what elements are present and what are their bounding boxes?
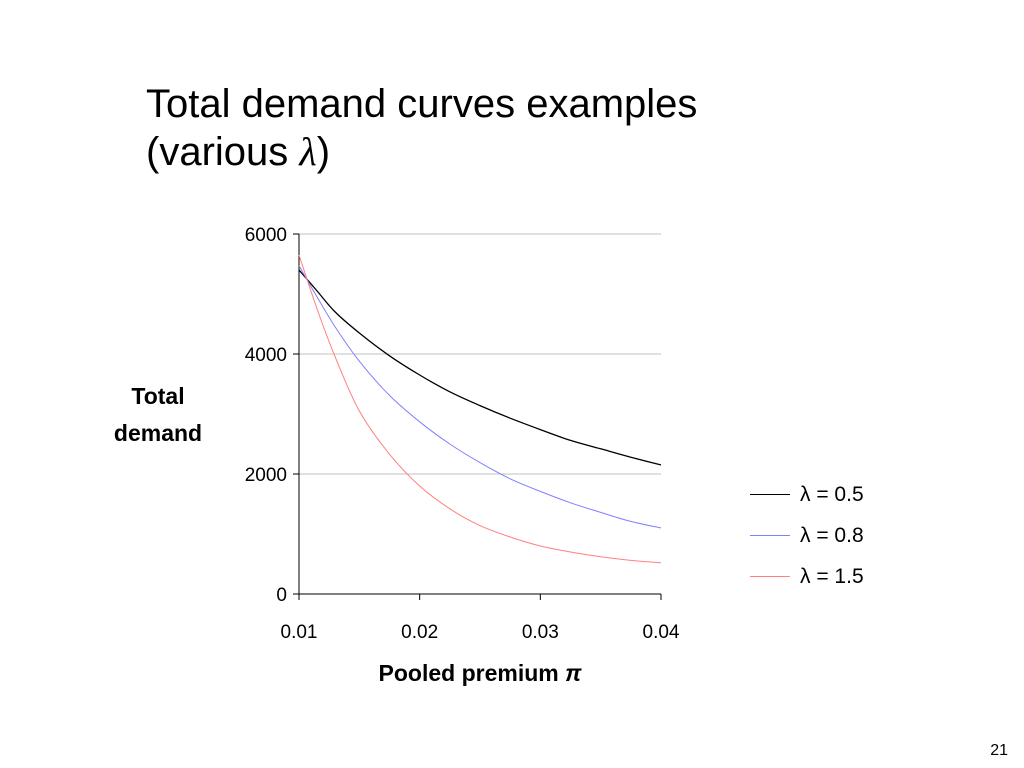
x-tick-label-0.03: 0.03: [522, 622, 559, 643]
chart-gridlines: [299, 233, 661, 475]
legend-label-lambda-0-5: λ = 0.5: [800, 482, 864, 506]
x-tick-label-0.04: 0.04: [643, 622, 680, 643]
x-tick-label-0.01: 0.01: [281, 622, 318, 643]
x-axis-title: Pooled premium π: [300, 660, 660, 687]
legend-swatch-lambda-1-5: [750, 576, 790, 577]
y-axis-title-line-1: Total: [131, 383, 185, 409]
y-axis-title: Total demand: [96, 378, 220, 452]
chart-series: [298, 254, 662, 564]
title-line-1: Total demand curves examples: [146, 82, 698, 126]
page-number: 21: [990, 742, 1008, 759]
y-tick-label-4000: 4000: [245, 345, 287, 366]
legend-item-lambda-0-5: λ = 0.5: [750, 474, 910, 515]
series-line-lambda-1-5: [298, 254, 662, 564]
slide-title: Total demand curves examples (various λ): [146, 80, 966, 176]
title-lambda-symbol: λ: [299, 129, 317, 174]
y-tick-label-2000: 2000: [245, 465, 287, 486]
chart-axes: [293, 233, 662, 600]
y-axis-title-line-2: demand: [113, 420, 203, 446]
chart-legend: λ = 0.5 λ = 0.8 λ = 1.5: [750, 474, 910, 597]
legend-label-lambda-0-8: λ = 0.8: [800, 523, 864, 547]
series-line-lambda-0-8: [298, 265, 662, 529]
x-axis-title-text: Pooled premium: [378, 660, 559, 686]
legend-item-lambda-0-8: λ = 0.8: [750, 515, 910, 556]
x-tick-label-0.02: 0.02: [401, 622, 438, 643]
title-line-2: (various λ): [146, 128, 966, 176]
y-tick-label-0: 0: [276, 585, 287, 606]
series-line-lambda-0-5: [298, 269, 662, 466]
legend-item-lambda-1-5: λ = 1.5: [750, 556, 910, 597]
legend-swatch-lambda-0-8: [750, 535, 790, 536]
x-axis-title-symbol: π: [565, 660, 582, 686]
legend-swatch-lambda-0-5: [750, 494, 790, 495]
title-line-2-prefix: (various: [146, 130, 300, 174]
title-line-2-suffix: ): [316, 130, 331, 174]
chart-tick-labels: 0 2000 4000 6000 0.01 0.02 0.03 0.04: [245, 225, 680, 643]
legend-label-lambda-1-5: λ = 1.5: [800, 564, 864, 588]
y-tick-label-6000: 6000: [245, 225, 287, 246]
